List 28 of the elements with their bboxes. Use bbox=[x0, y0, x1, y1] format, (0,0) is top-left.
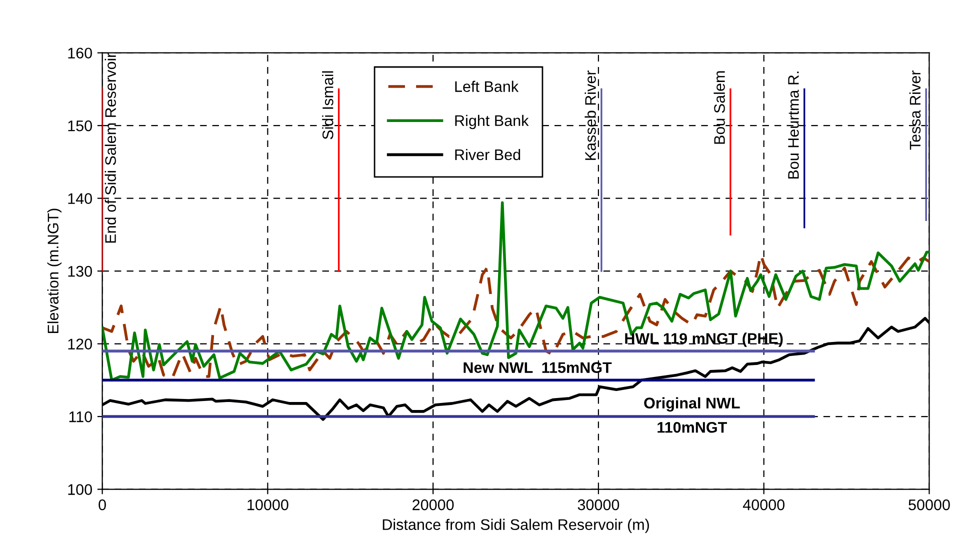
x-tick-label: 0 bbox=[98, 499, 106, 510]
annotation: New NWL 115mNGT bbox=[464, 362, 612, 373]
y-tick-label: 100 bbox=[68, 484, 92, 495]
x-tick-label: 10000 bbox=[248, 499, 288, 510]
y-axis-title: Elevation (m.NGT) bbox=[47, 208, 62, 334]
x-tick-label: 30000 bbox=[578, 499, 620, 510]
text: Bou Heurtma R. bbox=[788, 72, 799, 179]
x-axis-title: Distance from Sidi Salem Reservoir (m) bbox=[382, 518, 649, 534]
legend-label: Left Bank bbox=[455, 80, 519, 92]
y-tick-label: 110 bbox=[69, 411, 92, 422]
y-tick-label: 130 bbox=[68, 266, 92, 277]
line-series bbox=[102, 201, 930, 382]
text: End of Sidi Salem Reservoir bbox=[104, 53, 116, 243]
y-tick-label: 150 bbox=[68, 120, 92, 132]
y-tick-label: 140 bbox=[68, 193, 92, 204]
legend-label: River Bed bbox=[455, 148, 520, 160]
x-tick-label: 50000 bbox=[908, 499, 950, 510]
text: Bou Salem bbox=[714, 71, 725, 144]
y-tick-label: 120 bbox=[68, 338, 92, 350]
text: Sidi Ismail bbox=[322, 71, 334, 140]
annotation: Original NWL 110mNGT bbox=[644, 397, 740, 433]
text: Tessa River bbox=[909, 70, 921, 150]
x-tick-label: 20000 bbox=[412, 499, 454, 510]
x-tick-label: 40000 bbox=[742, 499, 784, 510]
annotation: HWL 119 mNGT (PHE) bbox=[625, 332, 783, 347]
legend-label: Right Bank bbox=[455, 114, 529, 130]
y-tick-label: 160 bbox=[68, 48, 92, 59]
text: Kasseb River bbox=[584, 70, 596, 160]
